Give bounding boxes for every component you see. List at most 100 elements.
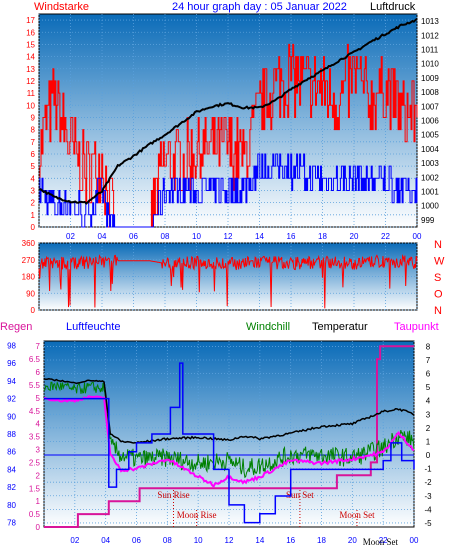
- label-taupunkt: Taupunkt: [394, 321, 439, 333]
- temp-y-tick: 7: [426, 356, 431, 365]
- pressure-y-tick: 1008: [421, 88, 439, 97]
- humidity-y-tick: 94: [7, 377, 16, 386]
- climate-x-tick: 18: [317, 536, 326, 545]
- wind-x-tick: 00: [413, 232, 422, 241]
- direction-compass-label: N: [434, 239, 442, 251]
- rain-y-tick: 1: [36, 497, 41, 506]
- climate-x-tick: 22: [379, 536, 388, 545]
- temp-y-tick: 5: [426, 383, 431, 392]
- direction-y-tick: 270: [22, 256, 36, 265]
- wind-x-tick: 02: [66, 232, 75, 241]
- temp-y-tick: 3: [426, 410, 431, 419]
- wind-y-tick: 1: [31, 211, 36, 220]
- wind-y-tick: 12: [26, 77, 35, 86]
- wind-x-tick: 12: [224, 232, 233, 241]
- climate-x-tick: 10: [194, 536, 203, 545]
- pressure-y-tick: 1007: [421, 102, 439, 111]
- humidity-y-tick: 84: [7, 465, 16, 474]
- direction-y-tick: 90: [26, 289, 35, 298]
- wind-y-tick: 2: [31, 199, 36, 208]
- wind-y-tick: 16: [26, 28, 35, 37]
- rain-y-tick: 0: [36, 523, 41, 532]
- series-windrichtung: [38, 253, 418, 309]
- climate-x-tick: 02: [70, 536, 79, 545]
- wind-y-tick: 13: [26, 65, 35, 74]
- pressure-y-tick: 1013: [421, 17, 439, 26]
- series-regen: [44, 345, 414, 528]
- rain-y-tick: 5.5: [29, 381, 41, 390]
- wind-y-tick: 7: [31, 138, 36, 147]
- label-windchill: Windchill: [246, 321, 290, 333]
- climate-x-tick: 04: [101, 536, 110, 545]
- wind-x-tick: 04: [98, 232, 107, 241]
- wind-x-tick: 22: [381, 232, 390, 241]
- direction-compass-label: O: [434, 289, 443, 301]
- ylabel-luftdruck: Luftdruck: [370, 1, 416, 13]
- pressure-y-tick: 1006: [421, 117, 439, 126]
- ylabel-windstarke: Windstarke: [34, 1, 89, 13]
- wind-y-tick: 10: [26, 101, 35, 110]
- wind-x-tick: 20: [350, 232, 359, 241]
- humidity-y-tick: 82: [7, 483, 16, 492]
- temp-y-tick: -1: [424, 465, 432, 474]
- humidity-y-tick: 92: [7, 395, 16, 404]
- pressure-y-tick: 1000: [421, 202, 439, 211]
- humidity-y-tick: 78: [7, 519, 16, 528]
- direction-y-tick: 360: [22, 239, 36, 248]
- temp-y-tick: 8: [426, 342, 431, 351]
- wind-x-tick: 18: [318, 232, 327, 241]
- temp-y-tick: 4: [426, 397, 431, 406]
- event-label: Sun Rise: [157, 490, 189, 500]
- temp-y-tick: 2: [426, 424, 431, 433]
- climate-x-tick: 16: [286, 536, 295, 545]
- humidity-y-tick: 80: [7, 501, 16, 510]
- wind-pressure-panel: 0123456789101112131415161799910001001100…: [26, 13, 439, 241]
- rain-y-tick: 3: [36, 446, 41, 455]
- wind-y-tick: 14: [26, 53, 35, 62]
- temp-y-tick: 0: [426, 451, 431, 460]
- temp-y-tick: -4: [424, 505, 432, 514]
- wind-y-tick: 4: [31, 174, 36, 183]
- wind-x-tick: 08: [161, 232, 170, 241]
- pressure-y-tick: 1010: [421, 60, 439, 69]
- humidity-y-tick: 88: [7, 430, 16, 439]
- direction-compass-label: S: [434, 272, 441, 284]
- pressure-y-tick: 1009: [421, 74, 439, 83]
- wind-y-tick: 0: [31, 223, 36, 232]
- wind-y-tick: 11: [27, 89, 36, 98]
- temp-y-tick: -2: [424, 478, 432, 487]
- wind-y-tick: 3: [31, 186, 36, 195]
- rain-y-tick: 0.5: [29, 510, 41, 519]
- pressure-y-tick: 999: [421, 216, 435, 225]
- rain-y-tick: 4.5: [29, 407, 41, 416]
- direction-compass-label: W: [434, 256, 445, 268]
- direction-y-tick: 0: [31, 306, 36, 315]
- direction-compass-label: N: [434, 305, 442, 317]
- wind-x-tick: 16: [287, 232, 296, 241]
- pressure-y-tick: 1005: [421, 131, 439, 140]
- wind-x-tick: 14: [255, 232, 264, 241]
- temp-y-tick: 1: [426, 437, 431, 446]
- temp-y-tick: 6: [426, 370, 431, 379]
- event-label: Moon Rise: [177, 510, 217, 520]
- climate-x-tick: 06: [132, 536, 141, 545]
- humidity-y-tick: 86: [7, 448, 16, 457]
- wind-y-tick: 15: [26, 40, 35, 49]
- rain-y-tick: 6.5: [29, 355, 41, 364]
- wind-x-tick: 10: [192, 232, 201, 241]
- rain-y-tick: 7: [36, 342, 41, 351]
- label-regen: Regen: [0, 321, 32, 333]
- pressure-y-tick: 1011: [421, 46, 439, 55]
- rain-y-tick: 6: [36, 368, 41, 377]
- series-luftdruck: [38, 18, 418, 205]
- wind-y-tick: 6: [31, 150, 36, 159]
- rain-y-tick: 3.5: [29, 433, 41, 442]
- wind-y-tick: 9: [31, 113, 36, 122]
- rain-y-tick: 2.5: [29, 458, 41, 467]
- event-label: Sun Set: [286, 490, 314, 500]
- series-luftfeuchte: [44, 362, 415, 524]
- rain-y-tick: 4: [36, 420, 41, 429]
- series-windavg: [39, 153, 418, 228]
